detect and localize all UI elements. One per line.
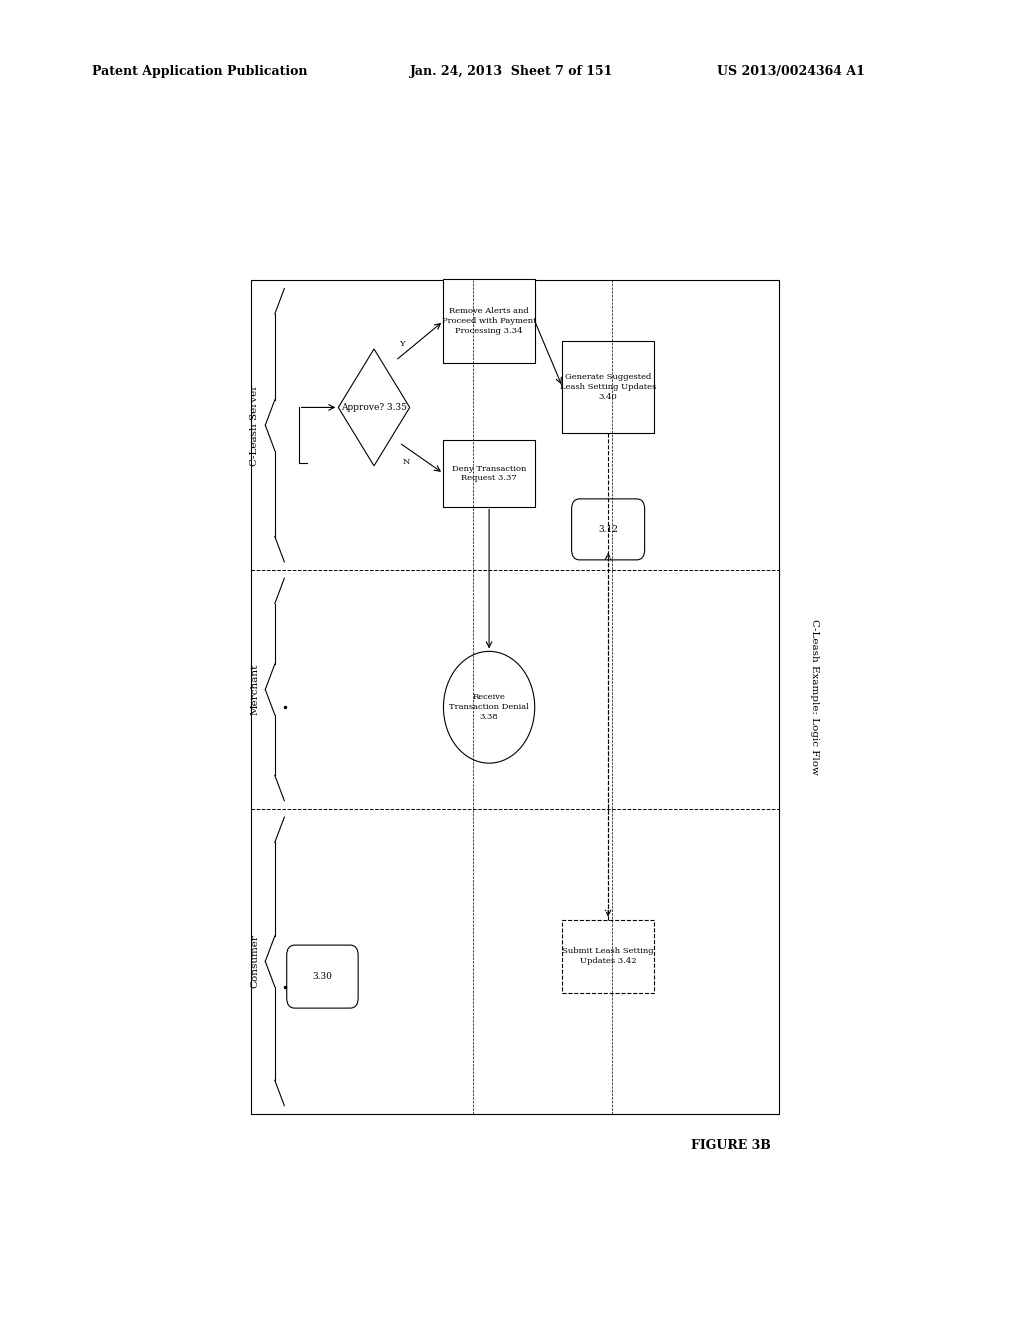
Text: Approve? 3.35: Approve? 3.35 [341,403,407,412]
Text: Deny Transaction
Request 3.37: Deny Transaction Request 3.37 [452,465,526,482]
Bar [562,920,653,993]
Text: Generate Suggested
Leash Setting Updates
3.40: Generate Suggested Leash Setting Updates… [560,374,656,401]
Text: N: N [403,458,411,466]
Polygon shape [338,348,410,466]
Text: 3.30: 3.30 [312,972,333,981]
Text: Remove Alerts and
Proceed with Payment
Processing 3.34: Remove Alerts and Proceed with Payment P… [441,308,537,335]
Text: Jan. 24, 2013  Sheet 7 of 151: Jan. 24, 2013 Sheet 7 of 151 [410,65,613,78]
Text: Submit Leash Setting
Updates 3.42: Submit Leash Setting Updates 3.42 [562,948,654,965]
FancyBboxPatch shape [571,499,645,560]
Ellipse shape [443,651,535,763]
Text: Merchant: Merchant [251,664,259,715]
Bar [443,280,535,363]
Text: US 2013/0024364 A1: US 2013/0024364 A1 [717,65,864,78]
Text: C-Leash Server: C-Leash Server [251,384,259,466]
Text: 3.12: 3.12 [598,525,618,533]
Bar [443,441,535,507]
Text: C-Leash Example: Logic Flow: C-Leash Example: Logic Flow [810,619,819,775]
Bar [251,280,778,1114]
Text: Consumer: Consumer [251,935,259,989]
Text: Y: Y [399,341,406,348]
Bar [562,342,653,433]
Text: Patent Application Publication: Patent Application Publication [92,65,307,78]
Text: Receive
Transaction Denial
3.38: Receive Transaction Denial 3.38 [450,693,529,721]
FancyBboxPatch shape [287,945,358,1008]
Text: FIGURE 3B: FIGURE 3B [691,1139,771,1152]
